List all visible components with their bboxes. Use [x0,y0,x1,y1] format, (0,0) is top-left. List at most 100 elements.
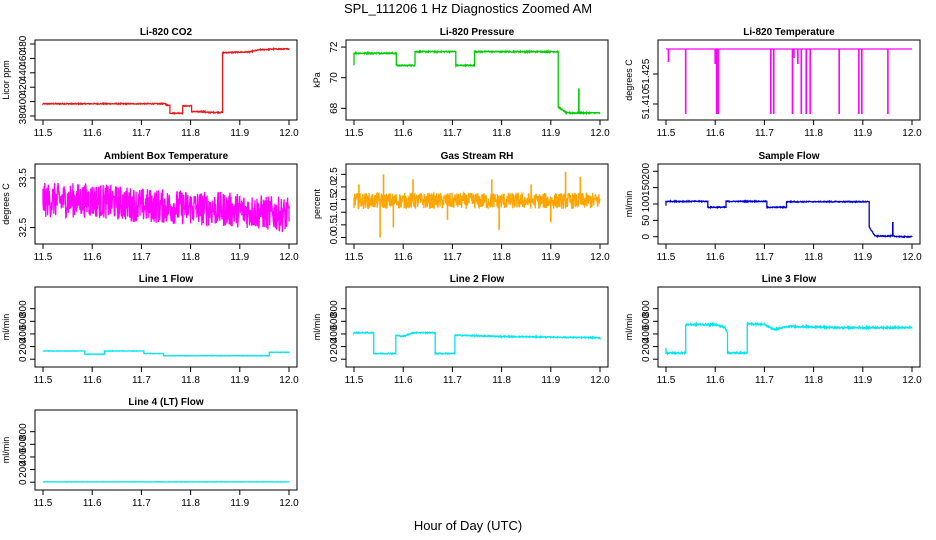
y-tick-label: 440 [18,64,29,81]
x-tick-label: 11.7 [132,498,151,509]
panel-3: Li-820 Temperature degrees C 11.5 11.6 11.7 1… [624,27,922,139]
x-tick-label: 11.6 [83,252,102,263]
x-tick-label: 11.5 [657,252,676,263]
x-tick-label: 11.8 [804,128,823,139]
panel-title: Li-820 Temperature [743,27,835,38]
x-tick-label: 12.0 [590,128,610,139]
x-tick-label: 12.0 [279,375,299,386]
y-tick-label: 200 [18,338,29,355]
series-line [665,321,913,356]
panel-1: Li-820 CO2 Licor ppm 11.5 11.6 11.7 11.8 11.9 1… [1,27,299,139]
x-tick-label: 11.7 [443,375,462,386]
x-tick-label: 11.8 [492,375,511,386]
y-tick-label: 68 [329,102,340,114]
x-tick-label: 11.7 [132,375,151,386]
y-tick-label: 150 [641,179,652,196]
x-tick-label: 11.8 [804,375,823,386]
x-tick-label: 11.9 [230,252,249,263]
x-tick-label: 11.7 [443,128,462,139]
y-tick-label: 420 [18,78,29,95]
y-tick-label: 200 [18,461,29,478]
x-tick-label: 11.9 [853,252,872,263]
plot-frame [34,286,298,368]
y-tick-label: 33.5 [18,168,29,188]
panel-title: Ambient Box Temperature [104,151,229,162]
y-axis-label: ml/min [1,437,11,464]
y-tick-label: 600 [641,313,652,330]
panel-title: Line 2 Flow [450,274,505,285]
x-tick-label: 11.7 [755,252,774,263]
y-tick-label: 800 [18,300,29,317]
y-tick-label: 72 [329,41,340,53]
y-tick-label: 0 [18,356,29,362]
y-tick-label: 0 [18,479,29,485]
series-line [665,199,913,239]
y-tick-label: 0 [641,356,652,362]
plot-frame [657,163,921,245]
y-axis-label: ml/min [624,191,634,218]
x-tick-label: 11.5 [657,375,676,386]
series-line [353,330,601,356]
y-tick-label: 2.0 [329,180,340,194]
y-tick-label: 200 [641,162,652,179]
panel-title: Line 1 Flow [139,274,194,285]
y-tick-label: 800 [329,300,340,317]
plot-frame [345,286,609,368]
y-axis-label: ml/min [624,314,634,341]
panel-title: Line 4 (LT) Flow [128,397,204,408]
x-tick-label: 11.9 [230,498,249,509]
y-tick-label: 0.5 [329,217,340,231]
x-tick-label: 12.0 [902,128,922,139]
x-tick-label: 11.8 [492,252,511,263]
x-tick-label: 11.5 [34,498,53,509]
y-tick-label: 32.5 [18,217,29,237]
x-tick-label: 12.0 [902,375,922,386]
y-tick-label: 600 [329,313,340,330]
series-line [42,182,290,233]
y-axis-label: degrees C [624,59,634,101]
plot-frame [345,163,609,245]
x-tick-label: 11.5 [34,375,53,386]
x-tick-label: 11.9 [853,375,872,386]
x-tick-label: 11.6 [394,128,413,139]
y-tick-label: 51.410 [641,88,652,119]
panel-7: Line 1 Flow ml/min 11.5 11.6 11.7 11.8 11.9 12.… [1,274,299,386]
panel-4: Ambient Box Temperature degrees C 11.5 11.6… [1,151,299,263]
x-tick-label: 11.7 [132,128,151,139]
plot-frame [345,39,609,121]
x-tick-label: 12.0 [279,128,299,139]
x-tick-label: 11.6 [83,498,102,509]
x-tick-label: 11.8 [804,252,823,263]
plot-frame [657,39,921,121]
x-tick-label: 12.0 [279,252,299,263]
y-tick-label: 480 [18,35,29,52]
x-tick-label: 12.0 [902,252,922,263]
y-axis-label: percent [312,188,322,219]
panel-title: Gas Stream RH [441,151,514,162]
panel-6: Sample Flow ml/min 11.5 11.6 11.7 11.8 11.9 12.… [624,151,922,263]
x-tick-label: 11.5 [345,252,364,263]
y-tick-label: 600 [18,313,29,330]
x-tick-label: 11.5 [345,375,364,386]
x-tick-label: 11.8 [181,498,200,509]
x-tick-label: 11.7 [443,252,462,263]
y-tick-label: 70 [329,72,340,84]
plot-frame [34,409,298,491]
x-tick-label: 11.9 [541,252,560,263]
x-tick-label: 11.6 [706,252,725,263]
y-tick-label: 100 [641,195,652,212]
y-tick-label: 0 [641,234,652,240]
y-tick-label: 800 [641,300,652,317]
panel-title: Sample Flow [758,151,819,162]
series-line [353,190,601,210]
panel-9: Line 3 Flow ml/min 11.5 11.6 11.7 11.8 11.9 12.… [624,274,922,386]
y-tick-label: 0 [329,356,340,362]
plot-frame [34,39,298,121]
y-tick-label: 200 [329,338,340,355]
y-tick-label: 400 [18,93,29,110]
panel-title: Li-820 Pressure [440,27,515,38]
x-tick-label: 11.8 [492,128,511,139]
x-tick-label: 11.6 [83,128,102,139]
plot-frame [657,286,921,368]
